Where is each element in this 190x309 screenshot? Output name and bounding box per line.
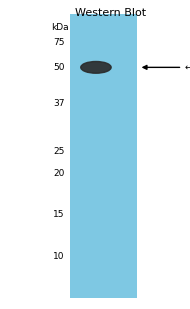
Text: 50: 50 [53,63,65,72]
Text: 20: 20 [53,168,65,178]
Text: 25: 25 [53,147,65,156]
Text: ←56kDa: ←56kDa [184,63,190,72]
Text: 37: 37 [53,99,65,108]
Text: 15: 15 [53,210,65,219]
Text: 10: 10 [53,252,65,261]
FancyBboxPatch shape [70,14,137,298]
Ellipse shape [81,61,111,73]
Text: Western Blot: Western Blot [75,8,146,18]
Text: kDa: kDa [51,23,68,32]
Text: 75: 75 [53,38,65,47]
